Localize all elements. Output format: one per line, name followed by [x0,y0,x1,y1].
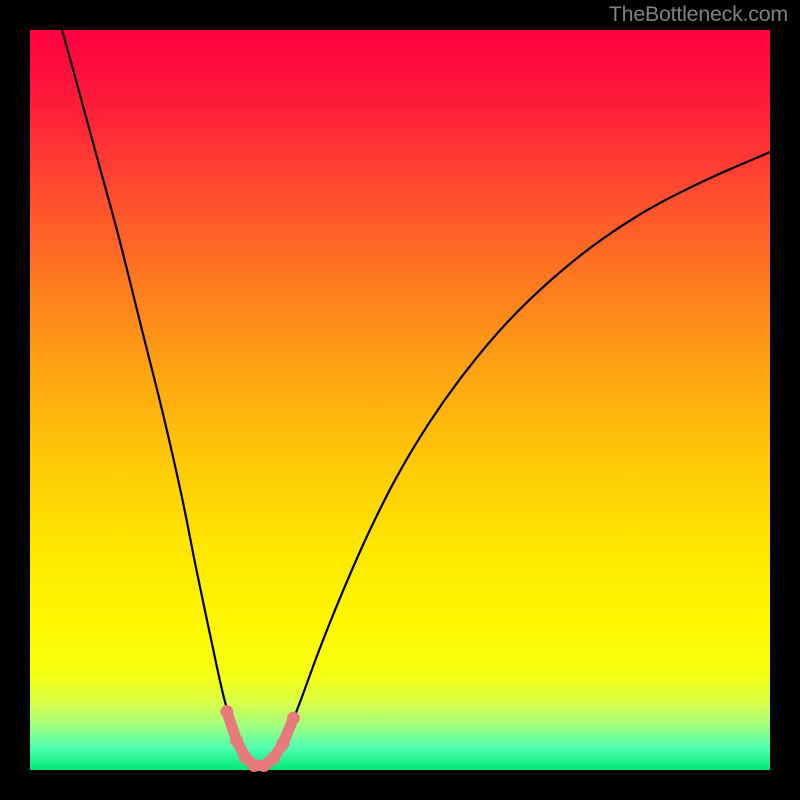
trough-marker [287,712,300,725]
chart-svg-layer [30,30,770,770]
bottleneck-curve [56,8,770,767]
trough-marker [230,734,243,747]
watermark-text: TheBottleneck.com [609,2,788,27]
trough-marker [267,752,280,765]
trough-marker [220,705,233,718]
trough-marker [277,737,290,750]
chart-plot-area [30,30,770,770]
